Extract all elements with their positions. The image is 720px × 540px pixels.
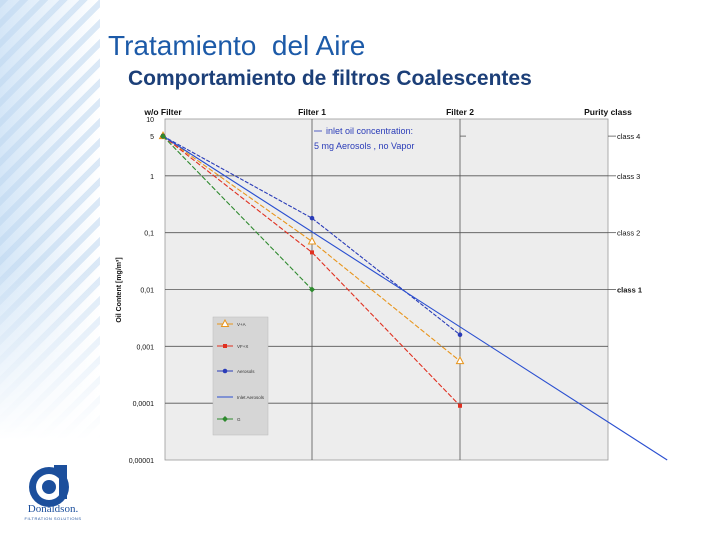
y-tick-label: 5 [150, 134, 154, 141]
y-tick-label: 0,0001 [133, 401, 155, 408]
logo-tagline: FILTRATION SOLUTIONS [24, 516, 82, 521]
donaldson-logo-icon [29, 465, 69, 507]
purity-class-label: class 3 [617, 172, 640, 181]
y-tick-label: 0,1 [144, 231, 154, 238]
y-axis-label: Oil Content [mg/m³] [116, 257, 123, 322]
purity-class-label: class 4 [617, 132, 640, 141]
data-point [309, 286, 315, 293]
purity-class-label: class 2 [617, 229, 640, 238]
data-point [458, 403, 462, 408]
data-point [309, 215, 315, 221]
category-label: Purity class [584, 107, 632, 117]
legend-label: VF+X [237, 344, 248, 349]
logo-name: Donaldson. [27, 503, 79, 515]
y-tick-label: 1 [150, 174, 154, 181]
annotation-line-1: inlet oil concentration: [326, 126, 413, 136]
data-point [310, 250, 314, 255]
purity-class-label: class 1 [617, 286, 642, 295]
category-label: Filter 1 [298, 107, 326, 117]
slide-title: Tratamiento del Aire [108, 30, 366, 61]
series-line [162, 135, 668, 461]
series-line [162, 135, 461, 336]
legend-box [212, 316, 269, 436]
category-label: Filter 2 [446, 107, 474, 117]
series-line [162, 135, 313, 290]
side-pattern [0, 0, 100, 440]
y-tick-label: 0,001 [136, 344, 154, 351]
legend-label: V+A [237, 322, 246, 327]
y-tick-label: 0,00001 [129, 458, 154, 465]
data-point [307, 236, 317, 245]
data-point [220, 318, 230, 327]
slide-subtitle: Comportamiento de filtros Coalescentes [128, 67, 532, 90]
legend-label: Inlet Aerosols [237, 395, 265, 400]
legend-label: Aerosols [237, 369, 255, 374]
series-line [162, 135, 461, 407]
data-point [160, 133, 166, 140]
data-point [457, 332, 463, 338]
y-tick-label: 10 [146, 117, 154, 124]
data-point [455, 356, 465, 365]
y-tick-label: 0,01 [140, 288, 154, 295]
data-point [223, 344, 227, 348]
legend-label: G [237, 417, 241, 422]
data-point [222, 416, 228, 422]
category-label: w/o Filter [143, 107, 182, 117]
annotation-line-2: 5 mg Aerosols , no Vapor [314, 141, 414, 151]
data-point [222, 368, 228, 374]
